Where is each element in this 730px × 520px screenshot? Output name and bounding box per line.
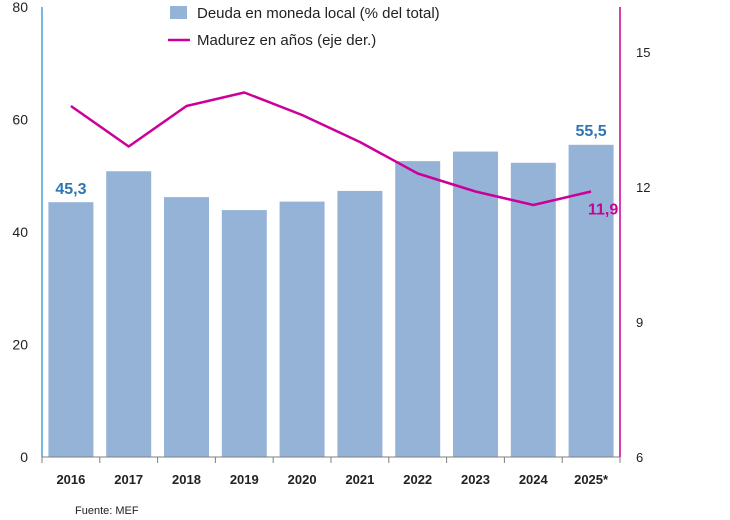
category-label: 2016 xyxy=(56,472,85,487)
right-tick-label: 9 xyxy=(636,315,643,330)
data-label-last-bar: 55,5 xyxy=(576,123,607,140)
right-y-axis: 6 9 12 15 xyxy=(619,7,650,465)
data-label-last-line: 11,9 xyxy=(588,202,618,219)
left-tick-label: 40 xyxy=(12,224,28,240)
category-label: 2020 xyxy=(288,472,317,487)
left-tick-label: 20 xyxy=(12,337,28,353)
bar-series xyxy=(48,144,614,457)
bar xyxy=(106,171,152,457)
bar xyxy=(395,161,441,457)
legend-swatch-bar xyxy=(170,6,187,19)
bar xyxy=(221,210,267,457)
right-tick-label: 15 xyxy=(636,45,650,60)
category-label: 2019 xyxy=(230,472,259,487)
x-axis: 2016 2017 2018 2019 2020 2021 2022 2023 2024 2025… xyxy=(41,456,621,487)
category-label: 2017 xyxy=(114,472,143,487)
bar xyxy=(510,162,556,457)
left-tick-label: 0 xyxy=(20,449,28,465)
legend-label-line: Madurez en años (eje der.) xyxy=(197,32,376,49)
legend: Deuda en moneda local (% del total) Madu… xyxy=(168,5,440,49)
maturity-line xyxy=(70,91,592,207)
bar xyxy=(453,151,498,457)
bar xyxy=(568,144,614,457)
data-label-first-bar: 45,3 xyxy=(55,181,86,198)
bar xyxy=(279,201,325,457)
left-y-axis: 0 20 40 60 80 xyxy=(12,0,43,465)
category-label: 2025* xyxy=(574,472,609,487)
left-tick-label: 60 xyxy=(12,112,28,128)
legend-label-bar: Deuda en moneda local (% del total) xyxy=(197,5,440,22)
right-tick-label: 6 xyxy=(636,450,643,465)
left-tick-label: 80 xyxy=(12,0,28,15)
source-note: Fuente: MEF xyxy=(75,505,139,517)
category-label: 2024 xyxy=(519,472,549,487)
category-label: 2018 xyxy=(172,472,201,487)
data-labels: 45,3 55,5 11,9 xyxy=(55,123,618,219)
line-series xyxy=(70,91,592,207)
category-label: 2021 xyxy=(345,472,374,487)
right-tick-label: 12 xyxy=(636,180,650,195)
bar xyxy=(48,202,94,457)
bar xyxy=(337,190,383,457)
category-label: 2023 xyxy=(461,472,490,487)
bar xyxy=(164,197,209,457)
category-label: 2022 xyxy=(403,472,432,487)
